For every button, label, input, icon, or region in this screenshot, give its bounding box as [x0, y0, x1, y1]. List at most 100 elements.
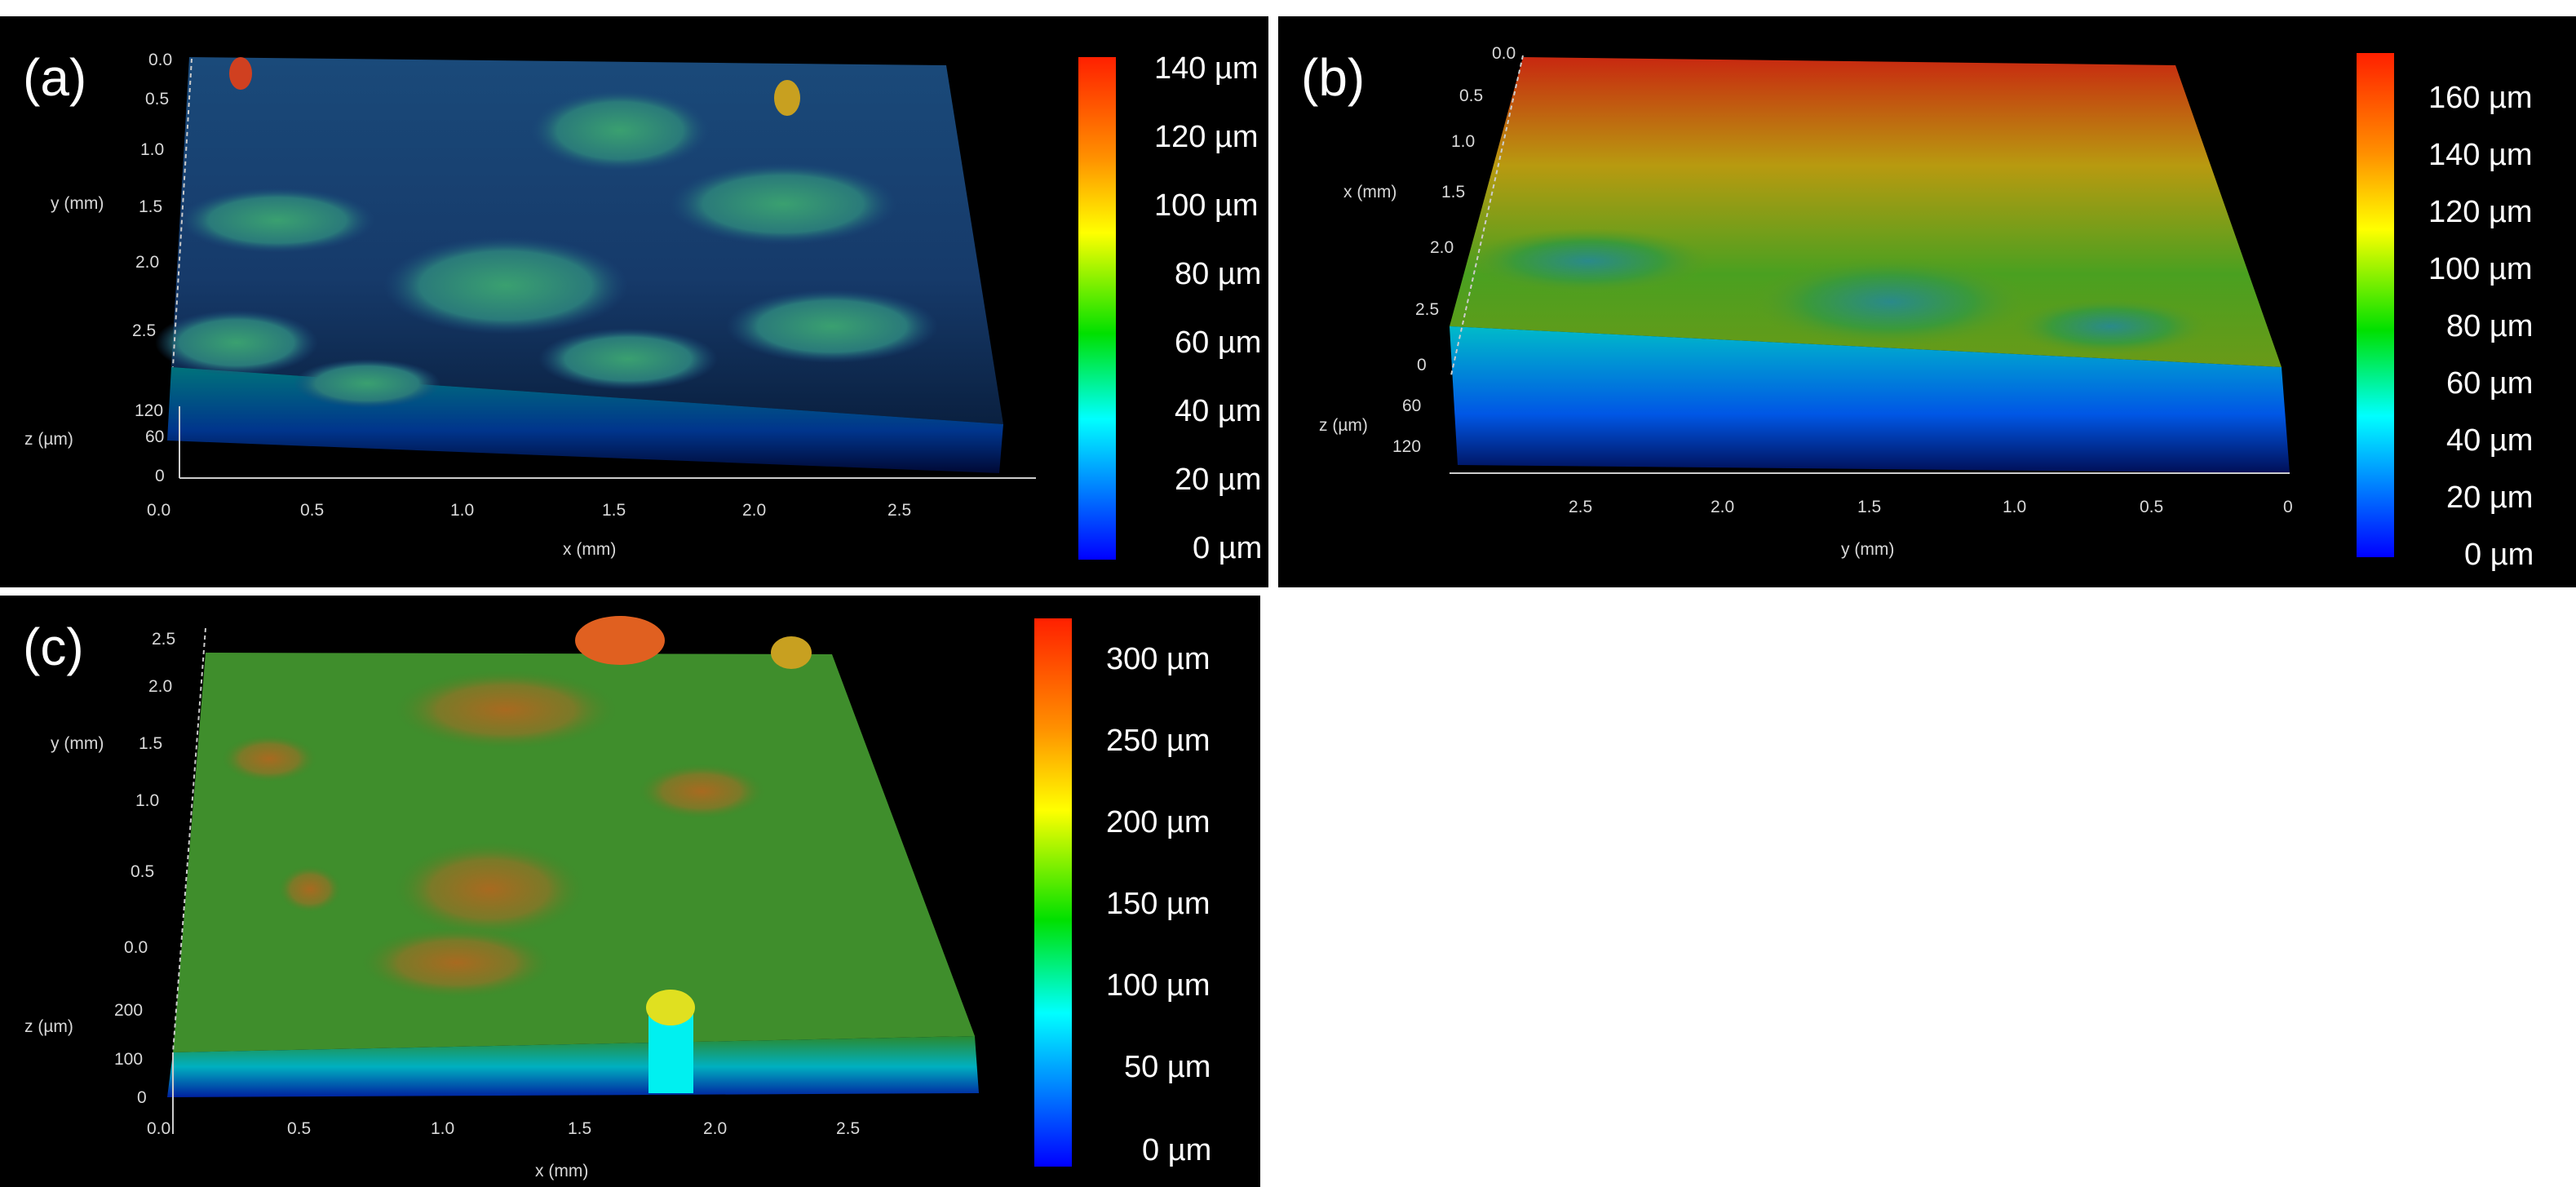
- surface-hill: [392, 840, 587, 938]
- surface-peak: [575, 616, 665, 665]
- surface-peak: [771, 636, 812, 669]
- y-tick: 2.5: [152, 630, 175, 649]
- x-axis-tick-labels: 0.0 0.5 1.0 1.5 2.0 2.5: [147, 501, 911, 520]
- panel-label: (c): [23, 618, 84, 676]
- colorbar-label: 150 µm: [1106, 887, 1211, 921]
- surface-pad: [179, 188, 375, 253]
- panel-label: (a): [23, 48, 87, 107]
- y-axis-name: y (mm): [51, 734, 104, 753]
- y-axis-line: [172, 58, 193, 368]
- y-tick: 0.5: [131, 862, 154, 881]
- surface-pad: [530, 90, 710, 171]
- panel-a: (a) 0.0 0.5 1.0 1.5 2.0 2.5 y (mm) 120 6…: [0, 16, 1268, 587]
- y-tick: 0.0: [148, 51, 172, 69]
- surface-top: [1450, 57, 2282, 367]
- surface-hill: [359, 926, 555, 999]
- x-tick: 1.0: [431, 1119, 454, 1138]
- surface-pad: [538, 328, 718, 390]
- surface-front-edge: [1450, 326, 2290, 473]
- x-tick: 2.5: [836, 1119, 860, 1138]
- y-tick: 0.0: [1492, 44, 1516, 63]
- colorbar-label: 100 µm: [1106, 968, 1211, 1003]
- colorbar-labels: 140 µm 120 µm 100 µm 80 µm 60 µm 40 µm 2…: [1154, 51, 1262, 565]
- y-axis-tick-labels: 0.0 0.5 1.0 1.5 2.0 2.5 0: [1415, 44, 1516, 374]
- x-tick: 1.0: [450, 501, 474, 520]
- y-tick: 0.5: [145, 90, 169, 109]
- z-tick: 60: [145, 427, 164, 446]
- colorbar-label: 60 µm: [1175, 326, 1261, 360]
- x-tick: 0.5: [300, 501, 324, 520]
- colorbar-label: 250 µm: [1106, 724, 1211, 758]
- y-tick: 1.0: [1451, 132, 1475, 151]
- y-tick: 0.0: [124, 938, 148, 957]
- colorbar-label: 0 µm: [1193, 531, 1262, 565]
- y-tick: 1.5: [139, 734, 162, 753]
- z-axis-tick-labels: 60 120: [1392, 396, 1421, 456]
- colorbar-label: 80 µm: [2446, 309, 2533, 343]
- y-tick: 2.0: [1430, 238, 1454, 257]
- z-tick: 200: [114, 1001, 143, 1020]
- colorbar: [1078, 57, 1116, 560]
- x-tick: 0.5: [287, 1119, 311, 1138]
- surface-hill: [277, 865, 343, 914]
- colorbar-label: 40 µm: [1175, 394, 1261, 428]
- surface-front-edge: [167, 1036, 979, 1097]
- colorbar: [2357, 53, 2394, 557]
- x-tick: 1.0: [2003, 498, 2026, 516]
- z-axis-name: z (µm): [1319, 416, 1368, 435]
- surface-pad: [669, 163, 897, 245]
- y-axis-name: x (mm): [1343, 183, 1396, 202]
- surface-hill: [392, 669, 620, 751]
- surface-plot: 0.0 0.5 1.0 1.5 2.0 2.5 y (mm) 120 60 0 …: [24, 51, 1262, 565]
- colorbar-labels: 160 µm 140 µm 120 µm 100 µm 80 µm 60 µm …: [2428, 81, 2534, 572]
- x-tick: 1.5: [1857, 498, 1881, 516]
- colorbar-label: 160 µm: [2428, 81, 2533, 115]
- y-tick: 1.0: [135, 791, 159, 810]
- colorbar-label: 120 µm: [2428, 195, 2533, 229]
- y-tick: 0.5: [1459, 86, 1483, 105]
- colorbar-label: 120 µm: [1154, 120, 1259, 154]
- x-axis-name: x (mm): [563, 540, 616, 559]
- surface-hill: [636, 763, 767, 820]
- surface-hill: [1751, 257, 2029, 347]
- z-tick: 120: [135, 401, 163, 420]
- z-axis-name: z (µm): [24, 1017, 73, 1036]
- y-axis-line: [172, 627, 206, 1053]
- x-tick: 2.5: [887, 501, 911, 520]
- y-axis-tick-labels: 2.5 2.0 1.5 1.0 0.5 0.0: [124, 630, 175, 957]
- colorbar-label: 100 µm: [2428, 252, 2533, 286]
- x-tick: 0.0: [147, 501, 170, 520]
- surface-pad: [383, 237, 628, 334]
- colorbar-label: 20 µm: [1175, 463, 1261, 497]
- surface-spike-top: [646, 990, 695, 1025]
- y-tick: 1.0: [140, 140, 164, 159]
- z-axis-tick-labels: 200 100 0: [114, 1001, 147, 1107]
- x-axis-tick-labels: 2.5 2.0 1.5 1.0 0.5 0: [1569, 498, 2293, 516]
- surface-pad: [294, 359, 440, 408]
- surface-plot: 2.5 2.0 1.5 1.0 0.5 0.0 y (mm) 200 100 0…: [24, 616, 1211, 1180]
- surface-hill: [2012, 298, 2208, 355]
- surface-pad: [155, 310, 318, 375]
- y-tick: 1.5: [1441, 183, 1465, 202]
- colorbar-label: 200 µm: [1106, 805, 1211, 839]
- z-tick: 0: [137, 1088, 147, 1107]
- colorbar-label: 140 µm: [1154, 51, 1259, 86]
- z-tick: 60: [1402, 396, 1421, 415]
- x-axis-name: x (mm): [535, 1162, 588, 1180]
- panel-label: (b): [1301, 48, 1365, 107]
- y-axis-name: y (mm): [51, 194, 104, 213]
- colorbar-label: 20 µm: [2446, 481, 2533, 515]
- colorbar-label: 0 µm: [1142, 1133, 1211, 1167]
- surface-plot: 0.0 0.5 1.0 1.5 2.0 2.5 0 x (mm) 60 120 …: [1319, 44, 2534, 572]
- y-tick: 1.5: [139, 197, 162, 216]
- y-tick: 0: [1417, 356, 1427, 374]
- colorbar-label: 50 µm: [1124, 1050, 1211, 1084]
- panel-b: (b) 0.0 0.5 1.0 1.5 2.0 2.5 0 x (mm) 60 …: [1278, 16, 2576, 587]
- x-tick: 2.5: [1569, 498, 1592, 516]
- panel-c: (c) 2.5 2.0 1.5 1.0 0.5 0.0 y (mm) 200 1…: [0, 596, 1260, 1187]
- z-tick: 100: [114, 1050, 143, 1069]
- y-tick: 2.0: [148, 677, 172, 696]
- y-axis-line: [1450, 55, 1524, 376]
- surface-peak: [774, 80, 800, 116]
- colorbar-label: 60 µm: [2446, 366, 2533, 401]
